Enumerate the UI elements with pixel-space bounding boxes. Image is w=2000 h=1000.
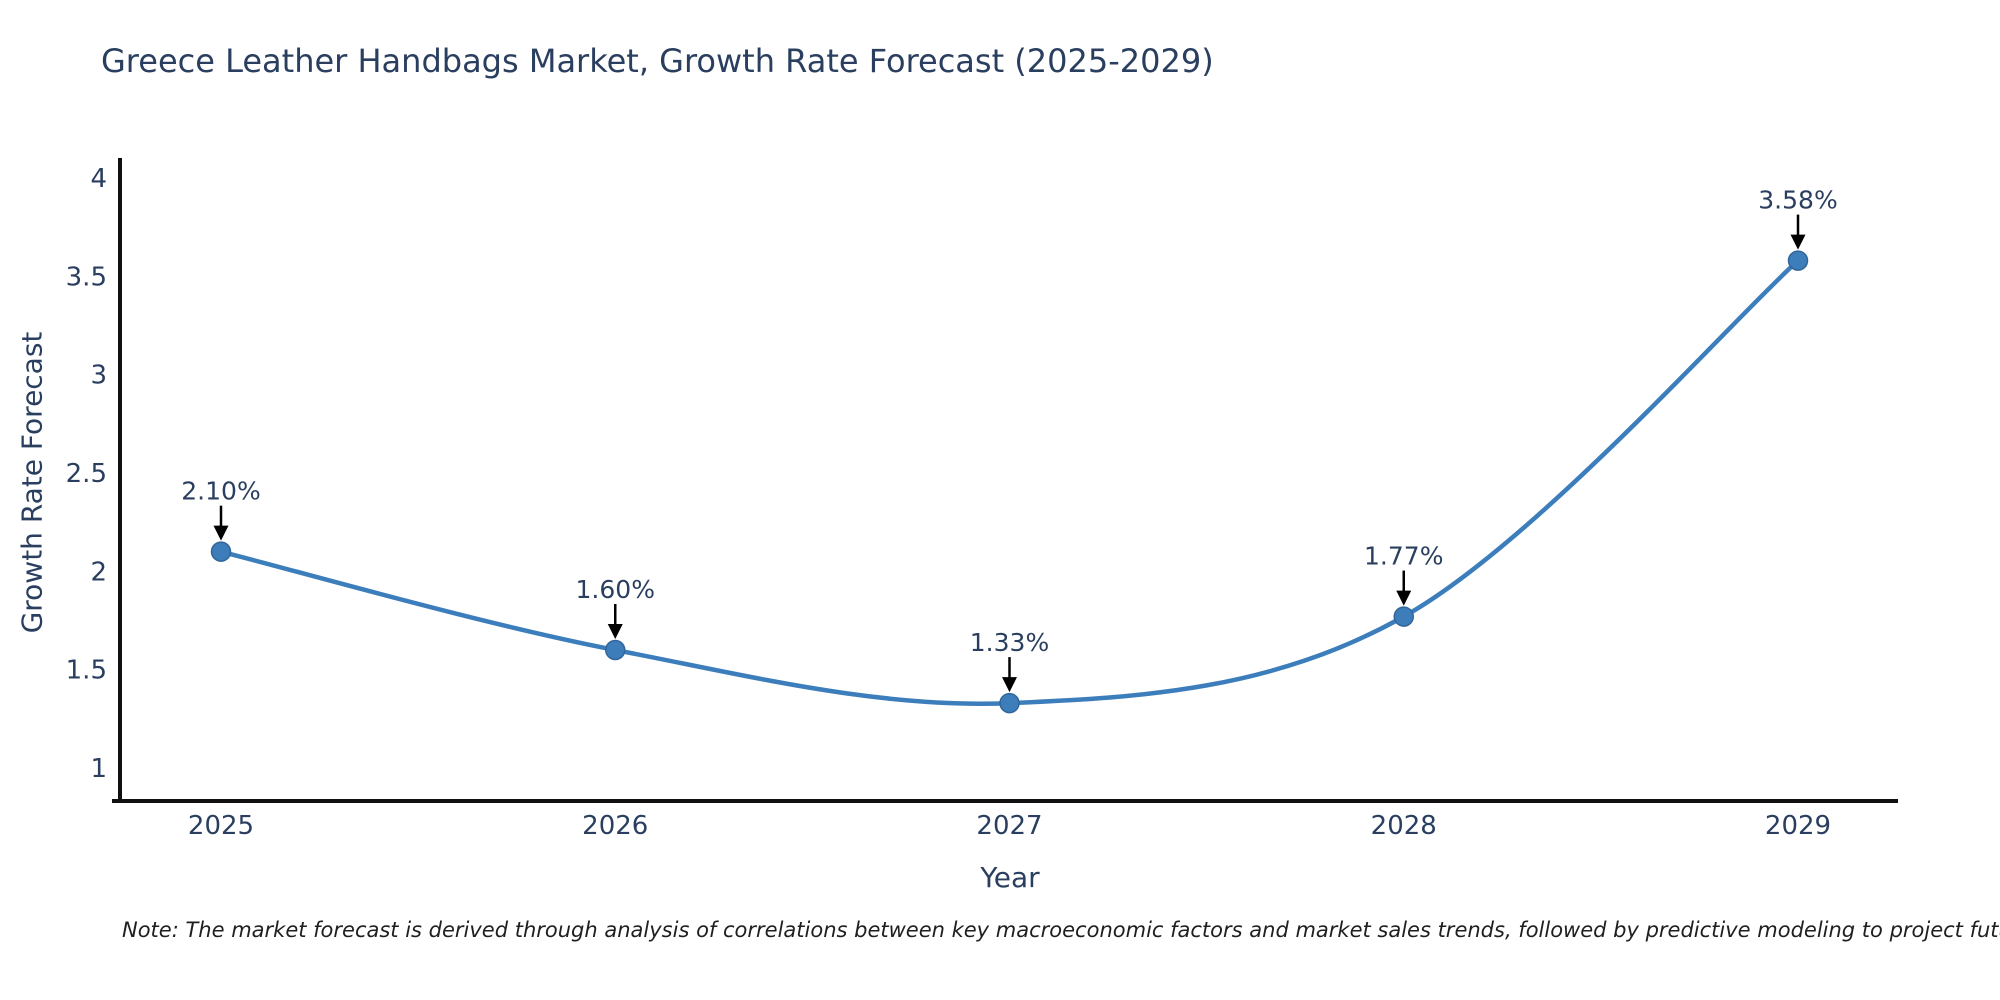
annotation-arrow-head: [213, 525, 229, 541]
chart-title: Greece Leather Handbags Market, Growth R…: [101, 42, 1214, 80]
annotation-arrow-head: [1002, 677, 1017, 693]
x-tick-label: 2026: [582, 811, 648, 841]
y-tick-label: 2: [90, 557, 107, 587]
y-tick-label: 4: [90, 164, 107, 194]
x-tick-label: 2029: [1765, 811, 1831, 841]
y-tick-label: 2.5: [66, 459, 107, 489]
x-axis-title: Year: [980, 861, 1040, 894]
annotation-arrow-head: [1790, 234, 1806, 250]
x-tick-label: 2027: [976, 811, 1042, 841]
annotation-label: 1.60%: [576, 575, 655, 604]
y-axis-title: Growth Rate Forecast: [15, 331, 49, 634]
data-point-marker[interactable]: [210, 541, 232, 562]
y-tick-label: 1: [90, 754, 107, 784]
x-tick-label: 2025: [188, 811, 254, 841]
annotation-label: 1.33%: [970, 628, 1049, 657]
annotation-label: 3.58%: [1758, 186, 1837, 215]
y-tick-label: 3.5: [66, 262, 107, 292]
data-point-marker[interactable]: [1393, 606, 1414, 627]
data-point-marker[interactable]: [605, 639, 626, 661]
annotation-arrow-head: [607, 624, 623, 640]
x-tick-label: 2028: [1371, 811, 1437, 841]
footnote: Note: The market forecast is derived thr…: [122, 918, 2000, 942]
data-point-marker[interactable]: [1787, 250, 1809, 271]
y-tick-label: 3: [90, 361, 107, 391]
annotation-label: 2.10%: [181, 477, 260, 506]
data-point-marker[interactable]: [999, 692, 1020, 714]
annotation-arrow-head: [1396, 590, 1412, 606]
annotation-label: 1.77%: [1364, 542, 1443, 571]
y-tick-label: 1.5: [66, 656, 107, 686]
